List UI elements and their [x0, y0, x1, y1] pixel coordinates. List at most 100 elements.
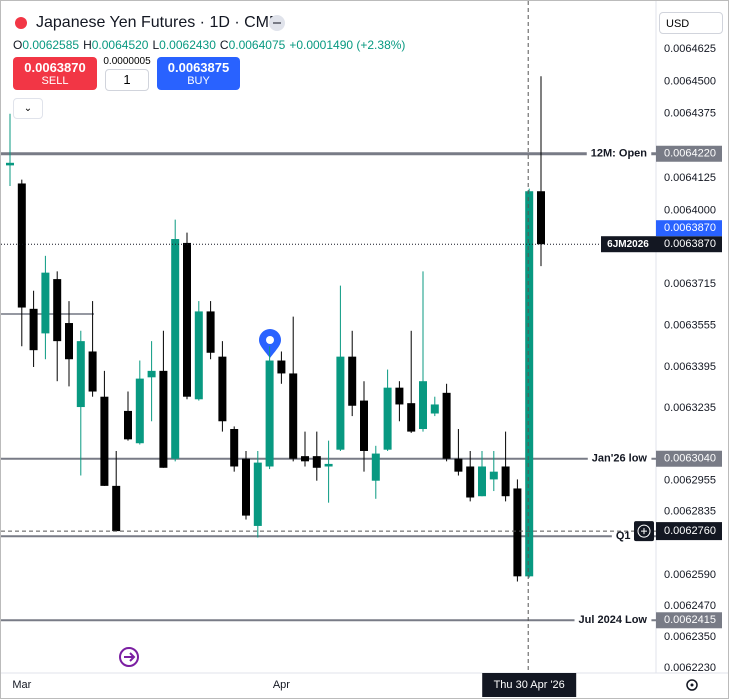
- candle-body: [312, 456, 321, 468]
- y-tick-label: 0.0062230: [664, 662, 716, 674]
- buy-button[interactable]: 0.0063875 BUY: [157, 57, 240, 90]
- candle-body: [513, 488, 522, 577]
- candle-body: [360, 400, 368, 451]
- candle-body: [41, 272, 50, 334]
- candle-body: [218, 356, 227, 422]
- level-label: 12M: Open: [591, 148, 648, 160]
- bid-price-box: [656, 220, 722, 237]
- collapse-button[interactable]: [269, 15, 285, 31]
- candle-body: [88, 351, 97, 392]
- crosshair-price: 0.0062760: [664, 525, 716, 537]
- sell-label: SELL: [41, 75, 69, 87]
- level-price: 0.0064220: [664, 148, 716, 160]
- candle-body: [454, 458, 463, 472]
- y-tick-label: 0.0064375: [664, 108, 716, 120]
- candle-body: [135, 378, 144, 444]
- currency-select[interactable]: USD: [659, 12, 723, 34]
- y-tick-label: 0.0064500: [664, 75, 716, 87]
- buy-price: 0.0063875: [167, 60, 230, 75]
- y-tick-label: 0.0063395: [664, 361, 716, 373]
- buy-label: BUY: [187, 75, 210, 87]
- crosshair-plus-sign: [641, 528, 647, 535]
- level-price: 0.0062415: [664, 614, 716, 626]
- ohlc-value: 0.0064075: [228, 38, 286, 52]
- candle-body: [147, 370, 156, 378]
- crosshair-price-box: [656, 522, 722, 541]
- expand-button[interactable]: ⌄: [13, 98, 43, 119]
- ohlc-key: O: [13, 38, 23, 52]
- candle-body: [442, 392, 451, 459]
- level-price-box: [656, 450, 722, 467]
- level-label: Jan'26 low: [592, 453, 648, 465]
- candle-body: [29, 308, 38, 351]
- crosshair-date: Thu 30 Apr '26: [494, 679, 565, 691]
- status-dot: [13, 15, 29, 31]
- tick-size: 0.0000005: [103, 56, 151, 67]
- candle-body: [289, 373, 298, 459]
- y-tick-label: 0.0063235: [664, 402, 716, 414]
- y-tick-label: 0.0062350: [664, 631, 716, 643]
- crosshair-plus: [637, 524, 651, 538]
- candle-body: [17, 183, 26, 308]
- ohlc-value: 0.0062585: [22, 38, 80, 52]
- y-tick-label: 0.0064000: [664, 205, 716, 217]
- symbol-box: [601, 236, 656, 253]
- y-tick-label: 0.0062590: [664, 569, 716, 581]
- x-tick-label: Apr: [273, 679, 290, 691]
- candle-body: [525, 191, 534, 577]
- quantity-input[interactable]: 1: [105, 69, 149, 91]
- ohlc-key: C: [219, 38, 229, 52]
- ohlc-value: 0.0064520: [91, 38, 149, 52]
- candle-body: [242, 458, 250, 516]
- x-tick-label: Mar: [12, 679, 31, 691]
- candle-body: [112, 485, 121, 532]
- candle-body: [430, 404, 439, 414]
- candle-body: [100, 396, 109, 486]
- change: +0.0001490 (+2.38%): [289, 38, 406, 52]
- ohlc-value: 0.0062430: [159, 38, 216, 52]
- candle-body: [76, 341, 85, 408]
- candle-body: [501, 466, 510, 497]
- candle-body: [206, 311, 215, 353]
- candle-body: [371, 453, 380, 481]
- candle-body: [336, 356, 345, 450]
- candle-body: [383, 387, 392, 450]
- candle-body: [348, 356, 357, 406]
- candle-body: [301, 456, 309, 462]
- sell-price: 0.0063870: [24, 60, 86, 75]
- candle-body: [324, 463, 333, 467]
- y-tick-label: 0.0064625: [664, 43, 716, 55]
- y-tick-label: 0.0064125: [664, 172, 716, 184]
- ohlc-row: O0.0062585 H0.0064520 L0.0062430 C0.0064075…: [13, 38, 405, 52]
- candle-body: [407, 403, 416, 432]
- replay-icon[interactable]: [119, 647, 139, 667]
- location-pin[interactable]: [259, 329, 281, 358]
- candle-body: [230, 429, 239, 467]
- candle-body: [53, 279, 62, 342]
- level-label-bg: [586, 146, 652, 161]
- level-label-bg: [587, 451, 652, 466]
- candle-body: [395, 387, 404, 405]
- level-price-box: [656, 145, 722, 162]
- candle-body: [265, 360, 274, 467]
- y-tick-label: 0.0063715: [664, 278, 716, 290]
- candle-body: [466, 466, 475, 498]
- level-price: 0.0063040: [664, 453, 716, 465]
- crosshair-date-box: [482, 673, 577, 697]
- y-tick-label: 0.0062470: [664, 600, 716, 612]
- bid-price-label: 0.0063870: [664, 222, 716, 234]
- level-price-box: [656, 612, 722, 629]
- level-label: Jul 2024 Low: [579, 614, 648, 626]
- candle-body: [253, 462, 262, 526]
- symbol-title[interactable]: Japanese Yen Futures · 1D · CME: [36, 14, 280, 31]
- level-label-bg: [574, 613, 652, 628]
- candle-body: [478, 466, 486, 497]
- last-price-box: [656, 236, 722, 253]
- candle-body: [194, 311, 203, 400]
- settings-icon[interactable]: [686, 679, 698, 691]
- sell-button[interactable]: 0.0063870 SELL: [13, 57, 97, 90]
- y-tick-label: 0.0063555: [664, 320, 716, 332]
- candle-body: [489, 471, 498, 480]
